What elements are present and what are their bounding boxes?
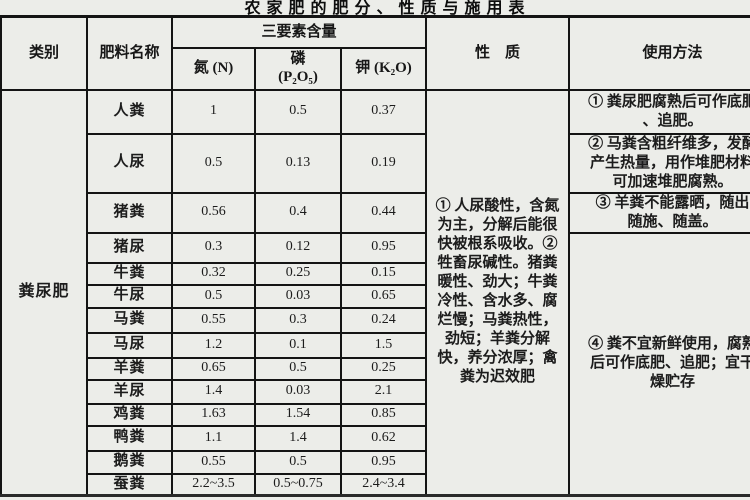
header-potassium: 钾 (K₂O) <box>340 46 427 91</box>
k-value-cell: 0.24 <box>340 306 427 334</box>
k-value-cell: 0.19 <box>340 132 427 194</box>
p-value-cell: 0.25 <box>254 261 342 286</box>
header-fertilizer-name: 肥料名称 <box>86 15 173 91</box>
usage-note-1: ① 粪尿肥腐熟后可作底肥 、追肥。 <box>568 88 750 135</box>
k-value-cell: 0.37 <box>340 88 427 135</box>
table-row: 马尿 1.2 0.1 1.5 <box>1 331 750 359</box>
table-row: 粪尿肥 人粪 1 0.5 0.37 ① 人尿酸性，含氮 为主，分解后能很 快被根… <box>0 88 750 497</box>
fertilizer-table: 类别 肥料名称 三要素含量 性 质 使用方法 氮 (N) 磷 (P₂O₅) 钾 … <box>0 15 750 497</box>
k-value-cell: 2.1 <box>340 378 427 405</box>
n-value-cell: 0.55 <box>171 449 256 475</box>
k-value-cell: 2.4~3.4 <box>340 472 427 497</box>
usage-note-3: ③ 羊粪不能露晒，随出 随施、随盖。 <box>568 191 750 234</box>
n-value-cell: 1.4 <box>171 378 256 405</box>
n-value-cell: 1 <box>171 88 256 135</box>
k-value-cell: 0.25 <box>340 356 427 381</box>
table-row: 牛粪 0.32 0.25 0.15 <box>1 261 750 286</box>
fertilizer-name-cell: 羊尿 <box>86 378 173 405</box>
fertilizer-name-cell: 羊粪 <box>86 356 173 381</box>
header-category: 类别 <box>0 15 88 91</box>
n-value-cell: 0.56 <box>171 191 256 234</box>
p-value-cell: 0.5 <box>254 449 342 475</box>
table-row: 猪粪 0.56 0.4 0.44 ③ 羊粪不能露晒，随出 随施、随盖。 <box>1 191 750 234</box>
usage-note-4: ④ 粪不宜新鲜使用，腐熟 后可作底肥、追肥；宜干 燥贮存 <box>568 231 750 497</box>
p-value-cell: 0.5~0.75 <box>254 472 342 497</box>
table-row: 蚕粪 2.2~3.5 0.5~0.75 2.4~3.4 <box>1 472 750 497</box>
header-properties: 性 质 <box>425 15 570 91</box>
table-row: 牛尿 0.5 0.03 0.65 <box>1 283 750 309</box>
table-row: 鸡粪 1.63 1.54 0.85 <box>1 402 750 427</box>
n-value-cell: 0.65 <box>171 356 256 381</box>
fertilizer-name-cell: 牛粪 <box>86 261 173 286</box>
fertilizer-name-cell: 马尿 <box>86 331 173 359</box>
header-three-elements: 三要素含量 <box>171 15 427 49</box>
p-value-cell: 0.03 <box>254 378 342 405</box>
n-value-cell: 1.1 <box>171 424 256 452</box>
p-value-cell: 0.13 <box>254 132 342 194</box>
table-row: 羊尿 1.4 0.03 2.1 <box>1 378 750 405</box>
n-value-cell: 0.5 <box>171 283 256 309</box>
fertilizer-name-cell: 猪尿 <box>86 231 173 264</box>
table-row: 鸭粪 1.1 1.4 0.62 <box>1 424 750 452</box>
table-row: 鹅粪 0.55 0.5 0.95 <box>1 449 750 475</box>
fertilizer-name-cell: 鸡粪 <box>86 402 173 427</box>
fertilizer-name-cell: 人尿 <box>86 132 173 194</box>
k-value-cell: 0.95 <box>340 449 427 475</box>
p-value-cell: 0.5 <box>254 356 342 381</box>
n-value-cell: 1.2 <box>171 331 256 359</box>
p-value-cell: 1.54 <box>254 402 342 427</box>
k-value-cell: 0.15 <box>340 261 427 286</box>
fertilizer-name-cell: 猪粪 <box>86 191 173 234</box>
n-value-cell: 0.55 <box>171 306 256 334</box>
table-row: 羊粪 0.65 0.5 0.25 <box>1 356 750 381</box>
fertilizer-name-cell: 蚕粪 <box>86 472 173 497</box>
fertilizer-name-cell: 马粪 <box>86 306 173 334</box>
fertilizer-name-cell: 牛尿 <box>86 283 173 309</box>
k-value-cell: 0.95 <box>340 231 427 264</box>
k-value-cell: 0.62 <box>340 424 427 452</box>
k-value-cell: 0.44 <box>340 191 427 234</box>
properties-cell: ① 人尿酸性，含氮 为主，分解后能很 快被根系吸收。② 牲畜尿碱性。猪粪 暖性、… <box>425 88 570 497</box>
k-value-cell: 0.85 <box>340 402 427 427</box>
p-value-cell: 0.4 <box>254 191 342 234</box>
p-value-cell: 0.1 <box>254 331 342 359</box>
page-title: 农家肥的肥分、性质与施用表 <box>244 0 531 17</box>
fertilizer-name-cell: 鸭粪 <box>86 424 173 452</box>
category-cell: 粪尿肥 <box>0 88 88 497</box>
table-row: 猪尿 0.3 0.12 0.95 ④ 粪不宜新鲜使用，腐熟 后可作底肥、追肥；宜… <box>1 231 750 497</box>
n-value-cell: 0.5 <box>171 132 256 194</box>
header-usage: 使用方法 <box>568 15 750 91</box>
k-value-cell: 1.5 <box>340 331 427 359</box>
usage-note-2: ② 马粪含粗纤维多，发酵 产生热量，用作堆肥材料 可加速堆肥腐熟。 <box>568 132 750 194</box>
n-value-cell: 1.63 <box>171 402 256 427</box>
header-nitrogen: 氮 (N) <box>171 46 256 91</box>
p-value-cell: 1.4 <box>254 424 342 452</box>
table-row: 人尿 0.5 0.13 0.19 ② 马粪含粗纤维多，发酵 产生热量，用作堆肥材… <box>1 132 750 194</box>
k-value-cell: 0.65 <box>340 283 427 309</box>
header-phosphorus: 磷 (P₂O₅) <box>254 46 342 91</box>
fertilizer-name-cell: 人粪 <box>86 88 173 135</box>
p-value-cell: 0.5 <box>254 88 342 135</box>
p-value-cell: 0.3 <box>254 306 342 334</box>
n-value-cell: 2.2~3.5 <box>171 472 256 497</box>
fertilizer-name-cell: 鹅粪 <box>86 449 173 475</box>
table-row: 马粪 0.55 0.3 0.24 <box>1 306 750 334</box>
n-value-cell: 0.32 <box>171 261 256 286</box>
p-value-cell: 0.12 <box>254 231 342 264</box>
n-value-cell: 0.3 <box>171 231 256 264</box>
p-value-cell: 0.03 <box>254 283 342 309</box>
